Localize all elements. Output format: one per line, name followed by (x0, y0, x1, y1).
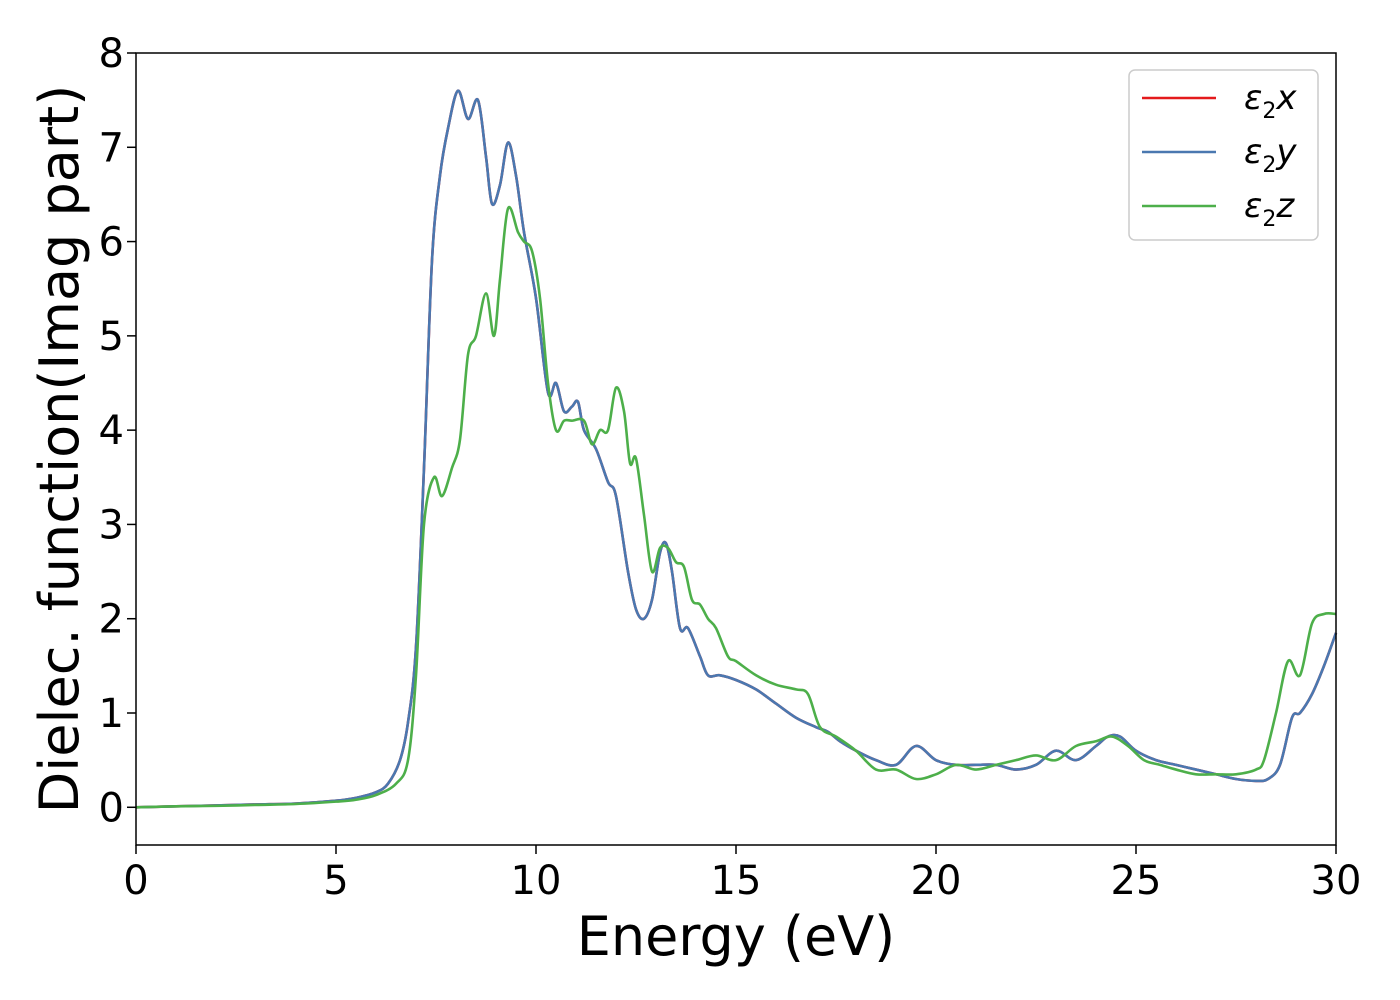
legend-label-x: ε2x (1244, 78, 1297, 124)
series-line-z (135, 205, 1337, 809)
legend-label-y: ε2y (1244, 132, 1297, 178)
y-tick-label: 2 (99, 597, 124, 643)
y-tick-label: 7 (99, 125, 124, 171)
y-tick-label: 6 (99, 220, 124, 266)
y-tick-label: 3 (99, 502, 124, 548)
y-tick-label: 4 (99, 408, 124, 454)
x-tick-label: 25 (1111, 858, 1162, 904)
legend-label-z: ε2z (1244, 186, 1295, 232)
x-tick-label: 0 (123, 858, 148, 904)
y-axis-title: Dielec. function(Imag part) (28, 85, 91, 814)
legend: ε2x ε2y ε2z (1128, 69, 1319, 241)
y-tick-label: 0 (99, 785, 124, 831)
x-tick-label: 20 (911, 858, 962, 904)
y-tick-label: 1 (99, 691, 124, 737)
x-tick-label: 5 (323, 858, 348, 904)
legend-box (1128, 69, 1319, 241)
y-axis: 0 1 2 3 4 5 6 7 8 (99, 31, 136, 831)
y-tick-label: 5 (99, 314, 124, 360)
x-tick-label: 15 (711, 858, 762, 904)
x-tick-label: 10 (511, 858, 562, 904)
x-axis-title: Energy (eV) (577, 905, 896, 968)
y-tick-label: 8 (99, 31, 124, 77)
series-line-y (135, 89, 1338, 809)
series-layer (135, 89, 1338, 809)
x-axis: 0 5 10 15 20 25 30 (123, 845, 1361, 904)
x-tick-label: 30 (1311, 858, 1362, 904)
